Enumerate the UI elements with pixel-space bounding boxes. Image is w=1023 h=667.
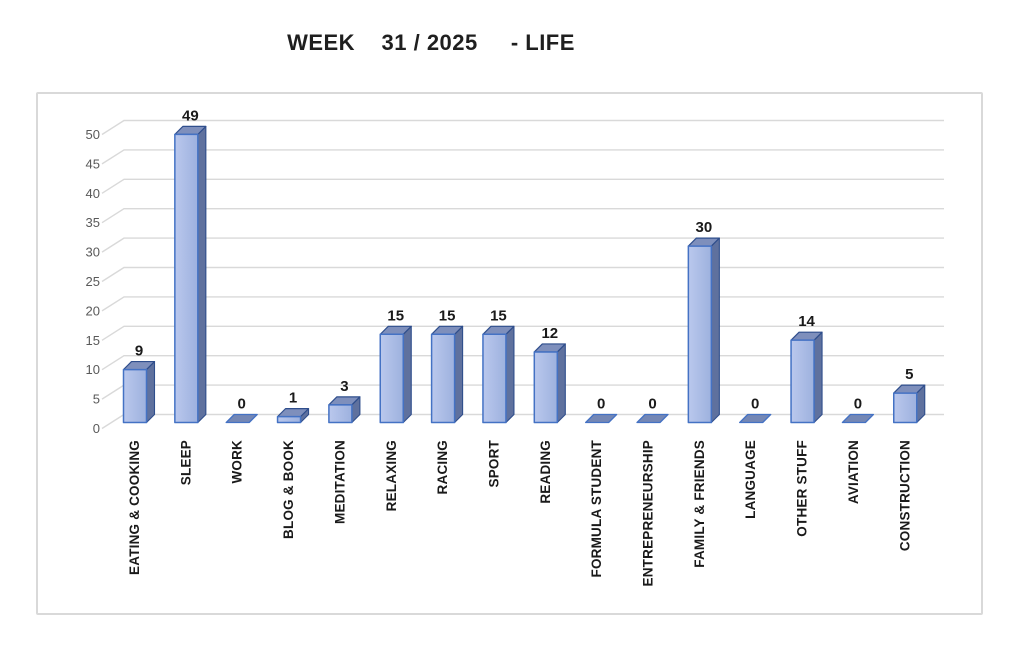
bar-front-face <box>790 339 815 424</box>
bar-side-face <box>813 331 823 424</box>
bar-relaxing[interactable] <box>379 325 412 424</box>
bar-front-face <box>430 333 456 424</box>
bar-front-face <box>328 404 353 424</box>
bar-work[interactable] <box>225 413 258 424</box>
bar-blog-book[interactable] <box>276 408 310 424</box>
category-label: MEDITATION <box>332 440 347 524</box>
gridline <box>101 296 944 312</box>
category-label: WORK <box>230 440 245 484</box>
value-label: 9 <box>135 343 143 360</box>
gridline <box>101 208 944 224</box>
value-label: 15 <box>439 307 456 324</box>
value-label: 0 <box>597 396 605 413</box>
bar-zero-face <box>739 413 772 424</box>
bar-racing[interactable] <box>430 325 464 424</box>
value-label: 5 <box>905 366 913 383</box>
bar-front-face <box>174 133 199 424</box>
category-label: RELAXING <box>384 440 399 511</box>
bar-reading[interactable] <box>533 343 566 424</box>
bar-eating-cooking[interactable] <box>122 360 156 424</box>
chart-title: WEEK 31 / 2025 - LIFE <box>287 30 575 55</box>
bar-zero-face <box>841 413 875 424</box>
y-tick-label: 40 <box>86 186 100 201</box>
bar-side-face <box>197 125 207 424</box>
category-label: SPORT <box>486 439 501 487</box>
y-tick-label: 15 <box>86 333 100 348</box>
plot-area[interactable]: 0 5 10 15 20 25 30 35 40 45 50 9 EATING & COOKING 49 S… <box>36 92 983 615</box>
bar-language[interactable] <box>739 413 772 424</box>
value-label: 0 <box>648 396 656 413</box>
value-label: 0 <box>751 396 759 413</box>
category-label: AVIATION <box>846 440 861 504</box>
bar-front-face <box>379 333 404 424</box>
bar-zero-face <box>225 413 258 424</box>
bar-side-face <box>710 237 720 424</box>
labels-group: 9 EATING & COOKING 49 SLEEP 0 WORK 1 BLOG & BOO… <box>127 107 913 586</box>
y-tick-label: 30 <box>86 245 100 260</box>
gridline <box>101 237 944 253</box>
bar-entrepreneurship[interactable] <box>636 413 669 424</box>
bar-sport[interactable] <box>482 325 515 424</box>
value-label: 49 <box>182 107 199 124</box>
value-label: 0 <box>854 396 862 413</box>
y-tick-label: 0 <box>93 421 100 436</box>
bar-meditation[interactable] <box>328 396 361 424</box>
bar-zero-face <box>585 413 618 424</box>
y-tick-label: 10 <box>86 362 100 377</box>
bar-side-face <box>505 325 515 424</box>
category-label: READING <box>538 440 553 504</box>
gridline <box>101 119 944 136</box>
bar-front-face <box>122 368 148 424</box>
value-label: 15 <box>490 307 507 324</box>
bar-side-face <box>402 325 412 424</box>
gridline <box>101 266 944 283</box>
bar-construction[interactable] <box>893 384 926 424</box>
y-tick-label: 50 <box>86 127 100 142</box>
y-tick-label: 25 <box>86 274 100 289</box>
gridline <box>101 178 944 194</box>
category-label: EATING & COOKING <box>127 440 142 575</box>
bar-side-face <box>556 343 566 424</box>
value-label: 12 <box>541 325 558 342</box>
category-label: BLOG & BOOK <box>281 440 296 539</box>
category-label: LANGUAGE <box>743 440 758 519</box>
value-label: 0 <box>238 396 246 413</box>
category-label: FAMILY & FRIENDS <box>692 440 707 568</box>
category-label: RACING <box>435 440 450 494</box>
bars-group <box>122 125 926 424</box>
y-tick-label: 45 <box>86 156 100 171</box>
bar-front-face <box>276 415 302 424</box>
gridline <box>101 355 944 371</box>
value-label: 14 <box>798 313 815 330</box>
bar-family-friends[interactable] <box>687 237 720 424</box>
bar-other-stuff[interactable] <box>790 331 823 424</box>
bar-front-face <box>533 351 559 424</box>
category-label: ENTREPRENEURSHIP <box>641 440 656 586</box>
bar-sleep[interactable] <box>174 125 207 424</box>
bar-front-face <box>482 333 507 424</box>
gridline <box>101 149 944 165</box>
gridline <box>101 325 944 341</box>
category-label: CONSTRUCTION <box>897 440 912 551</box>
value-label: 3 <box>340 378 348 395</box>
category-label: OTHER STUFF <box>795 440 810 537</box>
category-label: SLEEP <box>178 440 193 485</box>
bar-front-face <box>893 392 918 424</box>
category-label: FORMULA STUDENT <box>589 439 604 577</box>
bar-side-face <box>454 325 464 424</box>
bar-formula-student[interactable] <box>585 413 618 424</box>
bar-side-face <box>145 361 156 424</box>
value-label: 15 <box>387 307 404 324</box>
bar-aviation[interactable] <box>841 413 875 424</box>
value-label: 1 <box>289 390 297 407</box>
y-tick-label: 35 <box>86 215 100 230</box>
y-tick-label: 20 <box>86 303 100 318</box>
bar-zero-face <box>636 413 669 424</box>
y-tick-label: 5 <box>93 392 100 407</box>
value-label: 30 <box>696 219 713 236</box>
bar-front-face <box>687 245 713 424</box>
